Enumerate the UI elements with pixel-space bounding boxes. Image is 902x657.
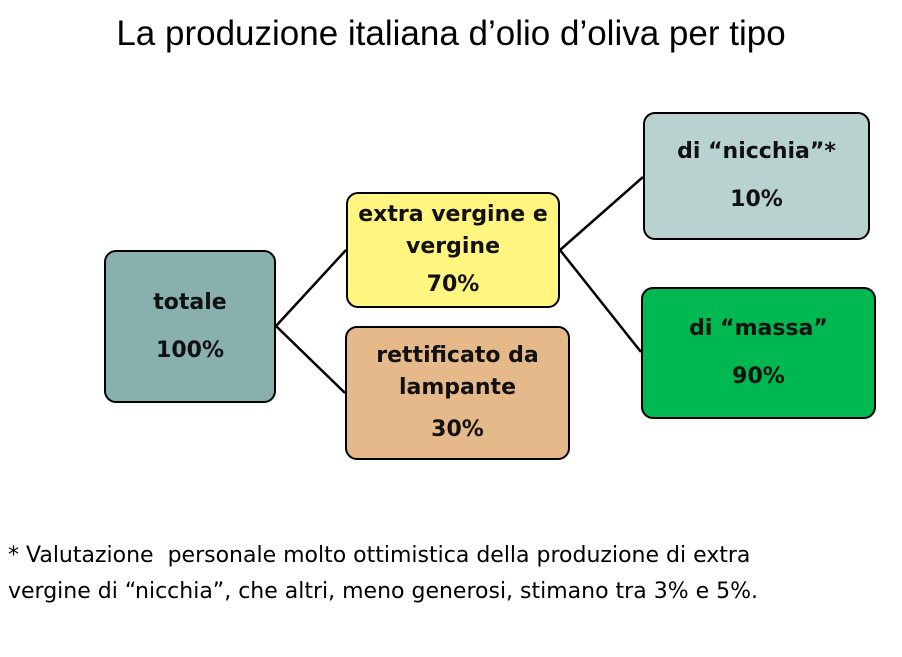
footnote: * Valutazione personale molto ottimistic… [8,538,898,610]
edge-extra-nicchia [559,176,644,251]
footnote-line: vergine di “nicchia”, che altri, meno ge… [8,579,759,604]
node-label: extra vergine e [358,202,548,227]
edge-totale-rettificato [275,325,346,394]
node-massa: di “massa” 90% [641,287,876,419]
node-totale: totale 100% [104,250,276,403]
edge-totale-extra [275,249,347,327]
node-percentage: 100% [156,337,224,363]
node-label: rettificato da [376,343,539,368]
page-title: La produzione italiana d’olio d’oliva pe… [116,14,786,53]
node-label: di “nicchia”* [677,139,836,164]
footnote-line: * Valutazione personale molto ottimistic… [8,543,751,568]
node-nicchia: di “nicchia”* 10% [643,112,870,240]
node-rettificato: rettificato da lampante 30% [345,326,570,460]
node-label: vergine [406,234,500,259]
node-label: di “massa” [689,316,828,341]
node-extra-vergine: extra vergine e vergine 70% [346,192,560,308]
node-label: lampante [398,375,516,400]
node-percentage: 10% [730,187,783,212]
node-label: totale [153,289,227,315]
node-percentage: 30% [431,417,484,442]
node-percentage: 90% [732,364,785,389]
edge-extra-massa [559,249,642,353]
node-percentage: 70% [426,272,480,297]
